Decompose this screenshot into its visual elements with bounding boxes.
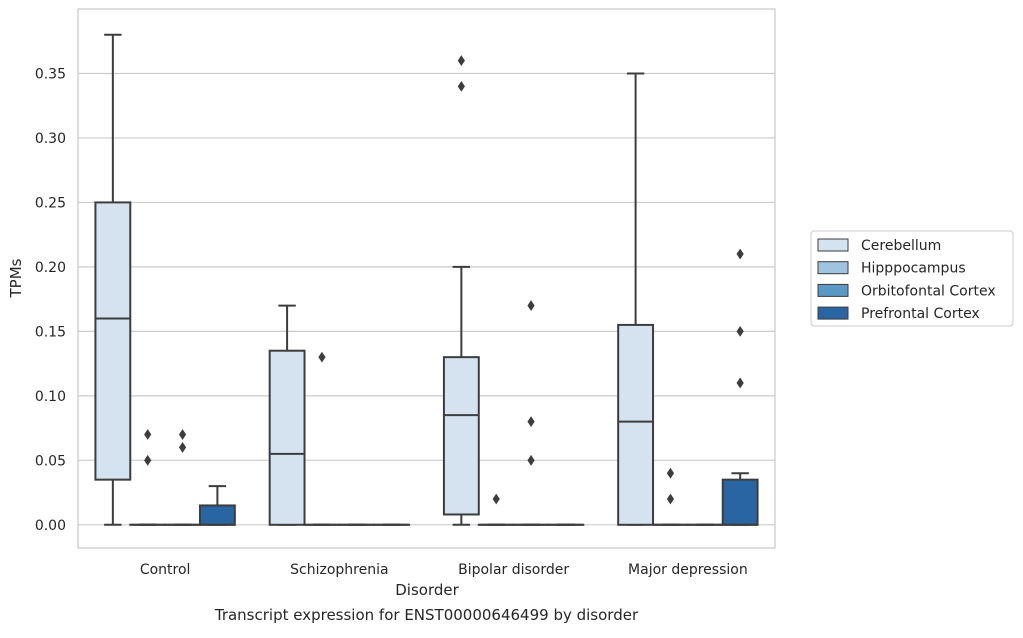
box-body (723, 480, 758, 525)
x-tick-label: Control (140, 562, 191, 578)
legend-swatch (818, 284, 848, 296)
figure-caption: Transcript expression for ENST0000064649… (78, 605, 775, 625)
box-body (270, 351, 305, 525)
y-tick-label: 0.20 (35, 260, 66, 276)
plot-area (78, 9, 775, 548)
y-axis-label: TPMs (7, 258, 25, 298)
legend-label: Cerebellum (861, 238, 941, 254)
x-tick-label: Schizophrenia (290, 562, 388, 578)
y-tick-labels: 0.00 0.05 0.10 0.15 0.20 0.25 0.30 0.35 (35, 66, 66, 533)
x-tick-labels: Control Schizophrenia Bipolar disorder Majo… (140, 562, 748, 578)
legend: Cerebellum Hipppocampus Orbitofontal Corte… (811, 231, 1013, 326)
y-tick-label: 0.15 (35, 324, 66, 340)
y-tick-label: 0.00 (35, 518, 66, 534)
legend-label: Orbitofontal Cortex (861, 283, 996, 299)
box-body (444, 357, 479, 514)
y-tick-label: 0.25 (35, 195, 66, 211)
y-tick-label: 0.30 (35, 131, 66, 147)
legend-swatch (818, 262, 848, 274)
legend-swatch (818, 307, 848, 319)
y-tick-label: 0.10 (35, 389, 66, 405)
x-tick-label: Major depression (628, 562, 748, 578)
legend-label: Prefrontal Cortex (861, 306, 980, 322)
box-body (95, 202, 130, 479)
x-tick-label: Bipolar disorder (458, 562, 569, 578)
y-tick-label: 0.35 (35, 66, 66, 82)
box-body (200, 505, 235, 524)
x-axis-label: Disorder (395, 581, 459, 599)
legend-label: Hipppocampus (861, 261, 966, 277)
y-tick-label: 0.05 (35, 453, 66, 469)
box-body (618, 325, 653, 525)
legend-swatch (818, 239, 848, 251)
